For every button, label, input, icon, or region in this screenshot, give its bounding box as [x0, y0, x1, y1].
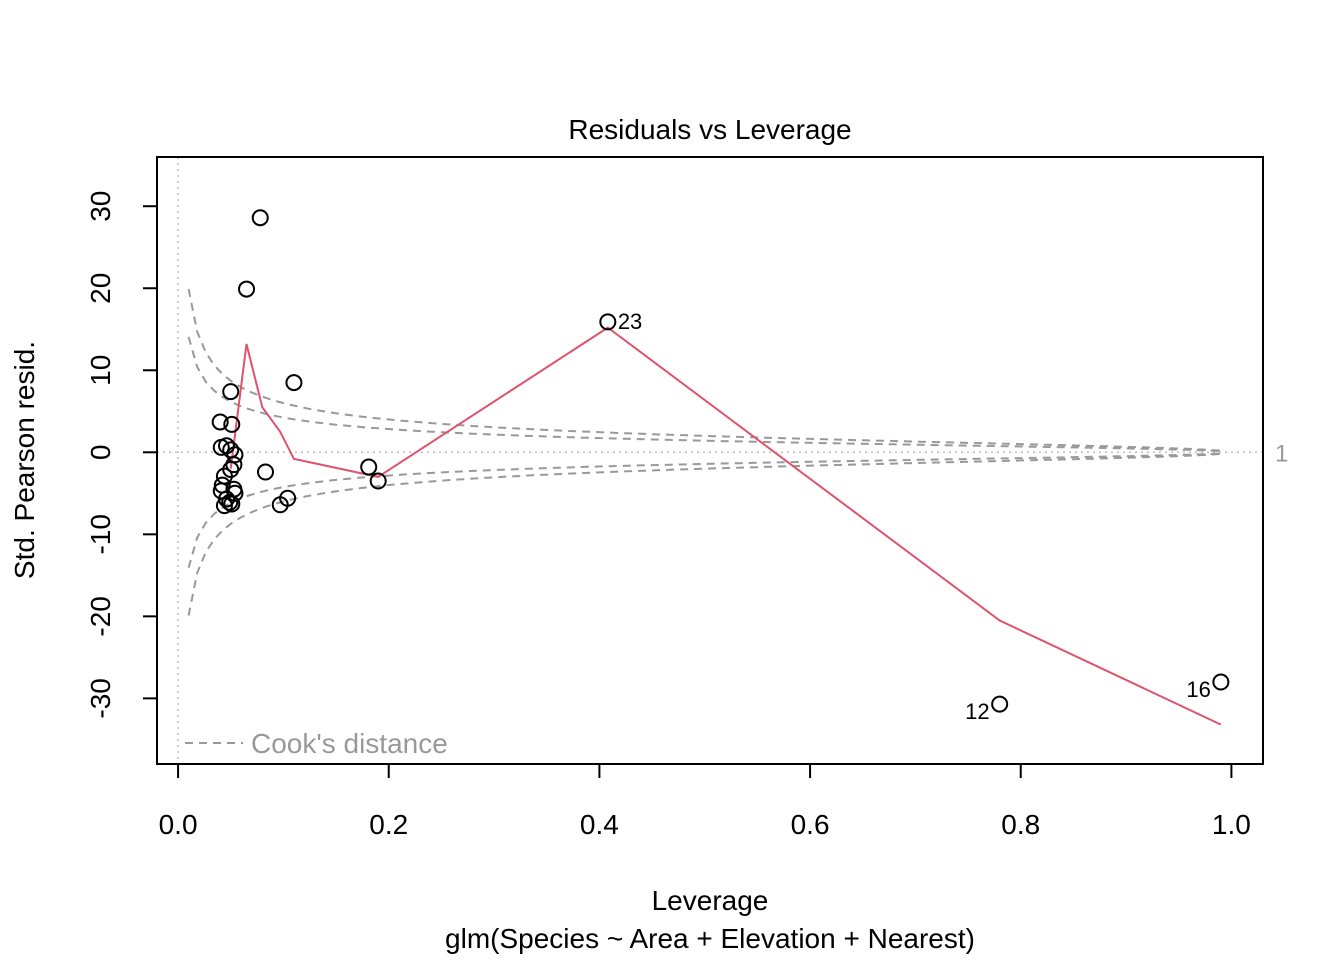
- data-point: [215, 497, 233, 515]
- x-tick-label: 0.2: [369, 809, 408, 840]
- y-tick-label: 0: [85, 445, 116, 461]
- point-label: 12: [965, 699, 989, 724]
- x-axis-label: Leverage: [652, 885, 769, 916]
- data-point: [369, 472, 387, 490]
- y-tick-label: -10: [85, 514, 116, 554]
- data-point: [223, 495, 241, 513]
- data-point: [360, 458, 378, 476]
- cooks-contour-0.5-upper: [187, 336, 1221, 453]
- y-tick-label: 30: [85, 191, 116, 222]
- y-tick-label: -30: [85, 678, 116, 718]
- x-tick-label: 0.0: [159, 809, 198, 840]
- legend: Cook's distance: [185, 728, 448, 759]
- plot-frame: [156, 156, 1264, 765]
- cooks-level-label: 1: [1275, 440, 1288, 467]
- data-point: [251, 209, 269, 227]
- y-tick-label: -20: [85, 596, 116, 636]
- y-axis-label: Std. Pearson resid.: [9, 341, 40, 579]
- data-point: [991, 695, 1009, 713]
- data-point: [223, 415, 241, 433]
- x-tick-label: 0.6: [791, 809, 830, 840]
- smoother-line: [229, 326, 1222, 726]
- legend-label: Cook's distance: [251, 728, 448, 759]
- data-point: [211, 413, 229, 431]
- data-point: [256, 463, 274, 481]
- y-tick-label: 20: [85, 273, 116, 304]
- x-tick-label: 1.0: [1212, 809, 1251, 840]
- y-tick-label: 10: [85, 355, 116, 386]
- data-point: [222, 383, 240, 401]
- reference-lines: [157, 157, 1263, 764]
- points-layer: 23 12 16: [211, 209, 1230, 724]
- smoother-layer: [229, 326, 1222, 726]
- cooks-distance-contours: 1: [187, 288, 1288, 616]
- x-tick-label: 0.8: [1001, 809, 1040, 840]
- cooks-contour-1-lower: [187, 452, 1221, 616]
- point-label: 23: [618, 309, 642, 334]
- point-label: 16: [1186, 677, 1210, 702]
- data-point: [271, 496, 289, 514]
- data-point: [285, 374, 303, 392]
- data-point: [222, 441, 240, 459]
- data-point: [218, 437, 236, 455]
- data-point: [226, 484, 244, 502]
- data-point: [1212, 673, 1230, 691]
- chart-title: Residuals vs Leverage: [568, 114, 851, 145]
- data-point: [238, 280, 256, 298]
- x-tick-label: 0.4: [580, 809, 619, 840]
- data-point: [599, 313, 617, 331]
- cooks-contour-0.5-lower: [187, 452, 1221, 568]
- chart-subtitle: glm(Species ~ Area + Elevation + Nearest…: [445, 923, 975, 954]
- cooks-contour-1-upper: [187, 288, 1221, 452]
